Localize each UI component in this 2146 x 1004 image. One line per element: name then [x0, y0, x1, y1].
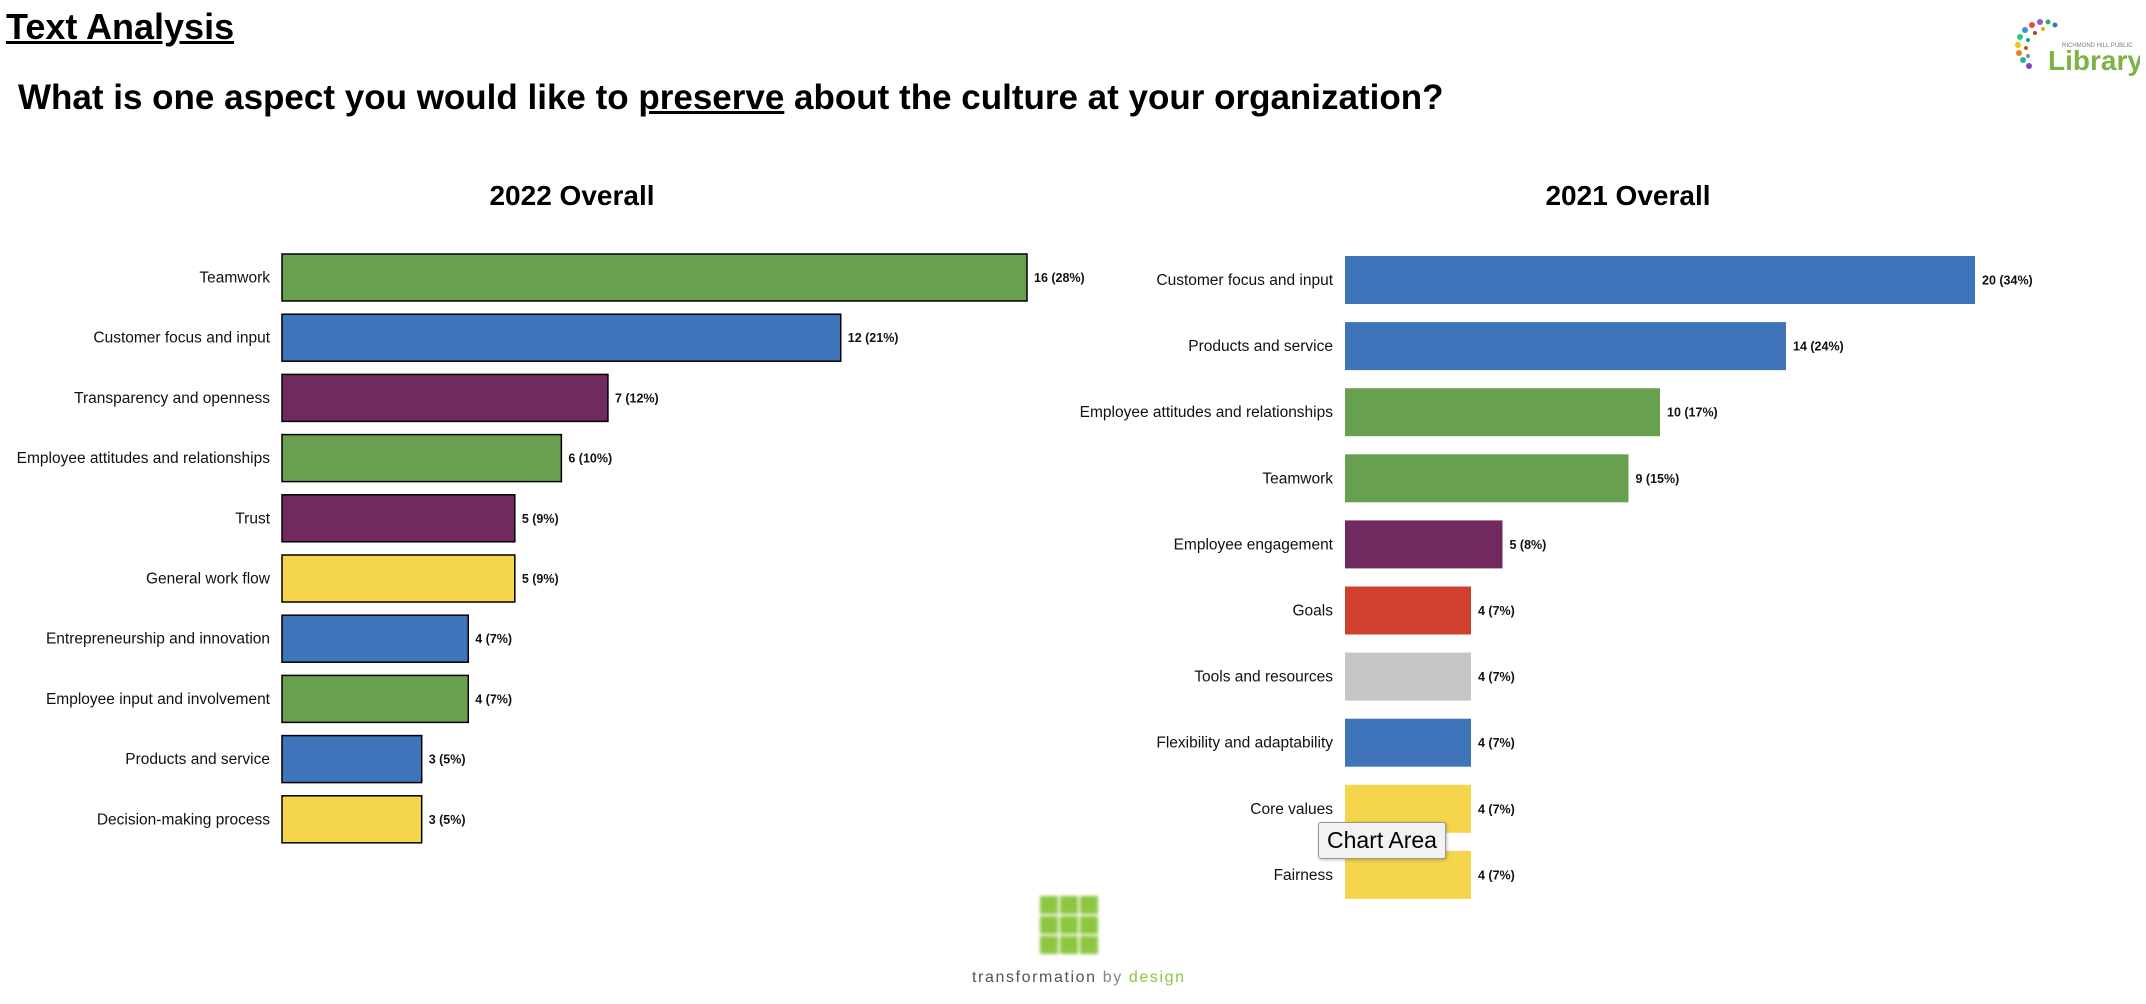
- bar-products-and-service[interactable]: [281, 734, 423, 784]
- bar-products-and-service[interactable]: [1345, 322, 1786, 371]
- category-label: Tools and resources: [1194, 669, 1333, 686]
- bar-transparency-and-openness[interactable]: [281, 373, 609, 423]
- data-label: 4 (7%): [475, 632, 512, 646]
- data-label: 3 (5%): [429, 753, 466, 767]
- bar-trust[interactable]: [281, 494, 516, 543]
- data-label: 12 (21%): [848, 331, 899, 345]
- data-label: 3 (5%): [429, 813, 466, 827]
- data-label: 7 (12%): [615, 391, 659, 405]
- tbd-word-transformation: transformation: [972, 969, 1097, 986]
- category-label: Flexibility and adaptability: [1156, 735, 1333, 752]
- category-label: Core values: [1250, 801, 1333, 818]
- category-label: Entrepreneurship and innovation: [46, 631, 270, 648]
- question-emphasis: preserve: [638, 78, 785, 117]
- category-label: Customer focus and input: [93, 330, 270, 347]
- bar-employee-attitudes-and-relationships[interactable]: [281, 433, 563, 483]
- bar-employee-input-and-involvement[interactable]: [281, 674, 469, 724]
- category-label: Transparency and openness: [74, 390, 270, 407]
- category-label: Customer focus and input: [1156, 272, 1333, 289]
- category-label: Employee input and involvement: [46, 691, 271, 708]
- category-label: Products and service: [1188, 338, 1333, 355]
- tbd-word-by: by: [1097, 969, 1129, 986]
- data-label: 5 (9%): [522, 512, 559, 526]
- category-label: Goals: [1293, 603, 1334, 620]
- page-heading: Text Analysis: [6, 6, 235, 47]
- data-label: 4 (7%): [1478, 736, 1515, 750]
- data-label: 4 (7%): [1478, 670, 1515, 684]
- bar-teamwork[interactable]: [281, 253, 1028, 302]
- chart-2021-overall[interactable]: 2021 Overall Customer focus and input 20 (…: [1080, 180, 2033, 899]
- data-label: 4 (7%): [475, 692, 512, 706]
- category-label: Employee engagement: [1174, 536, 1334, 553]
- category-label: Employee attitudes and relationships: [17, 450, 271, 467]
- library-logo-small-text: RICHMOND HILL PUBLIC: [2062, 43, 2133, 49]
- category-label: Fairness: [1274, 867, 1334, 884]
- library-logo-word: Library: [2048, 45, 2140, 76]
- data-label: 4 (7%): [1478, 868, 1515, 882]
- question-text-start: What is one aspect you would like to: [18, 78, 639, 117]
- tbd-word-design: design: [1129, 969, 1186, 986]
- data-label: 9 (15%): [1636, 472, 1680, 486]
- bar-employee-attitudes-and-relationships[interactable]: [1345, 388, 1660, 437]
- grid-icon: [1040, 896, 1098, 954]
- bar-teamwork[interactable]: [1345, 454, 1629, 503]
- data-label: 6 (10%): [568, 452, 612, 466]
- bar-employee-engagement[interactable]: [1345, 520, 1503, 569]
- data-label: 14 (24%): [1793, 340, 1844, 354]
- bar-general-work-flow[interactable]: [281, 554, 516, 603]
- category-label: General work flow: [146, 571, 271, 588]
- category-label: Products and service: [125, 751, 270, 768]
- data-label: 5 (9%): [522, 572, 559, 586]
- category-label: Teamwork: [1262, 470, 1333, 487]
- chart-title: 2022 Overall: [489, 180, 654, 211]
- tbd-wordmark: transformation by design: [972, 969, 1186, 986]
- bar-flexibility-and-adaptability[interactable]: [1345, 718, 1471, 767]
- bar-decision-making-process[interactable]: [281, 795, 423, 844]
- bar-tools-and-resources[interactable]: [1345, 652, 1471, 701]
- data-label: 5 (8%): [1510, 538, 1547, 552]
- category-label: Employee attitudes and relationships: [1080, 404, 1334, 421]
- library-logo-swirl: [2015, 19, 2058, 69]
- bar-customer-focus-and-input[interactable]: [281, 313, 842, 362]
- category-label: Trust: [235, 510, 270, 527]
- transformation-by-design-logo: transformation by design: [972, 896, 1186, 986]
- data-label: 20 (34%): [1982, 274, 2033, 288]
- question-title: What is one aspect you would like to pre…: [18, 78, 1444, 118]
- bar-entrepreneurship-and-innovation[interactable]: [281, 614, 469, 663]
- library-logo: RICHMOND HILL PUBLIC Library: [2015, 19, 2140, 76]
- category-label: Decision-making process: [97, 811, 270, 828]
- bar-customer-focus-and-input[interactable]: [1345, 256, 1975, 304]
- bar-goals[interactable]: [1345, 586, 1471, 635]
- data-label: 10 (17%): [1667, 406, 1718, 420]
- data-label: 4 (7%): [1478, 802, 1515, 816]
- data-label: 16 (28%): [1034, 271, 1085, 285]
- category-label: Teamwork: [199, 270, 270, 287]
- chart-title: 2021 Overall: [1545, 180, 1710, 211]
- question-text-end: about the culture at your organization?: [784, 78, 1444, 117]
- chart-2022-overall[interactable]: 2022 Overall Teamwork 16 (28%) Customer foc…: [17, 180, 1085, 844]
- data-label: 4 (7%): [1478, 604, 1515, 618]
- chart-area-tooltip: Chart Area: [1318, 822, 1446, 859]
